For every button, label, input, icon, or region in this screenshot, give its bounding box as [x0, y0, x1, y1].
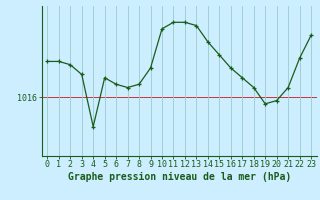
X-axis label: Graphe pression niveau de la mer (hPa): Graphe pression niveau de la mer (hPa): [68, 172, 291, 182]
